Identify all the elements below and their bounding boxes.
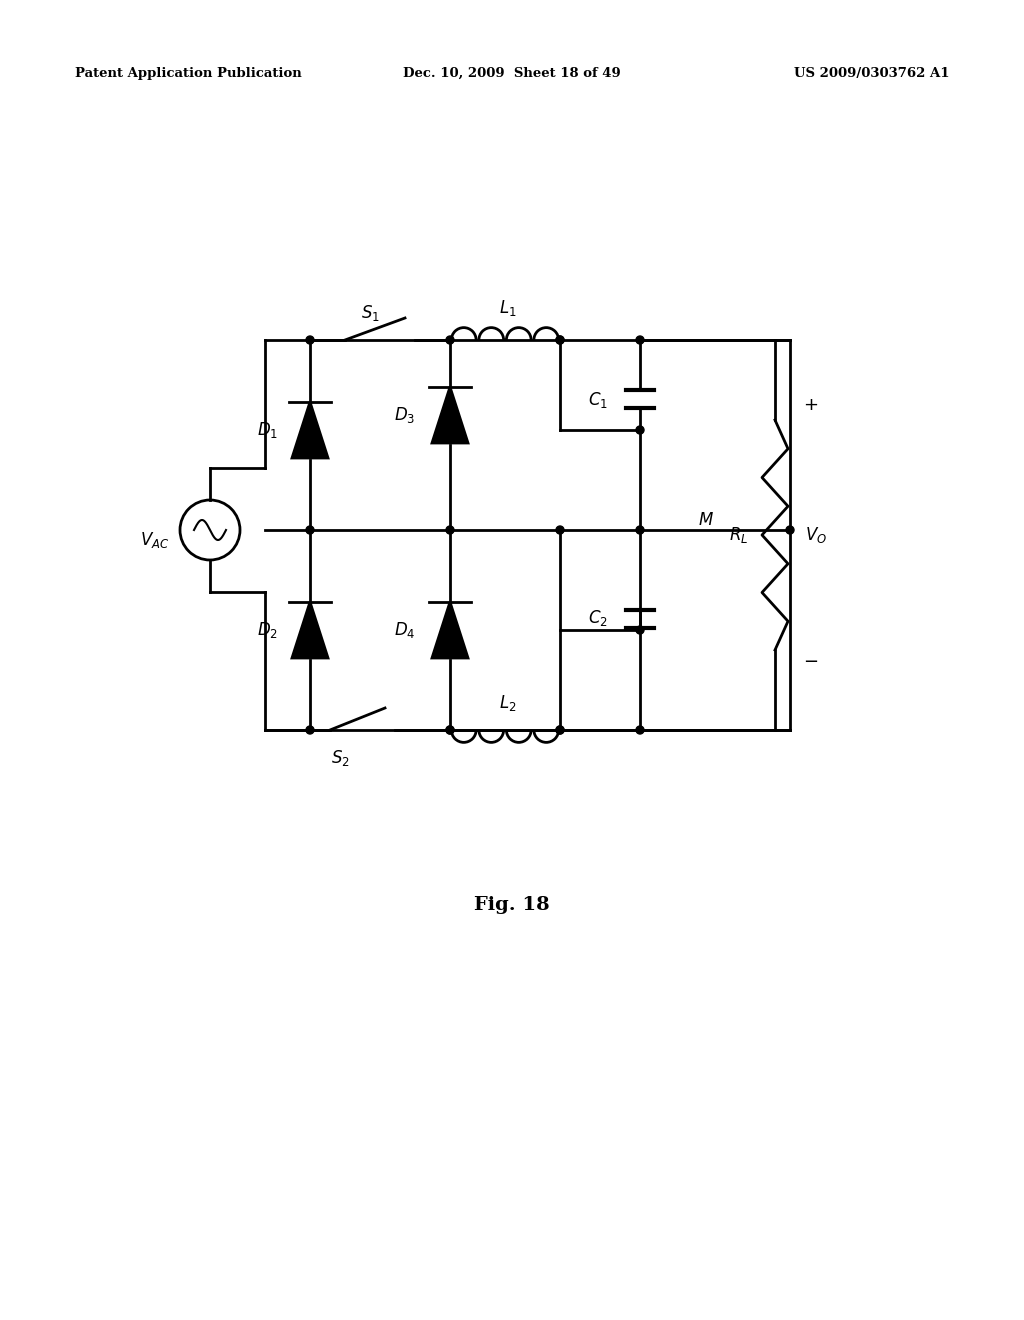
Text: $+$: $+$ — [803, 396, 818, 414]
Circle shape — [636, 525, 644, 535]
Text: $V_{AC}$: $V_{AC}$ — [140, 531, 170, 550]
Text: $D_2$: $D_2$ — [257, 620, 278, 640]
Text: $D_1$: $D_1$ — [257, 420, 278, 440]
Text: $S_2$: $S_2$ — [331, 748, 349, 768]
Text: $R_L$: $R_L$ — [729, 525, 748, 545]
Circle shape — [446, 726, 454, 734]
Polygon shape — [292, 602, 328, 657]
Circle shape — [556, 337, 564, 345]
Text: US 2009/0303762 A1: US 2009/0303762 A1 — [795, 66, 950, 79]
Circle shape — [306, 525, 314, 535]
Text: $D_4$: $D_4$ — [393, 620, 415, 640]
Circle shape — [636, 726, 644, 734]
Circle shape — [306, 337, 314, 345]
Text: $-$: $-$ — [803, 651, 818, 669]
Circle shape — [446, 726, 454, 734]
Text: $M$: $M$ — [698, 511, 714, 529]
Circle shape — [446, 525, 454, 535]
Polygon shape — [432, 387, 468, 444]
Text: Fig. 18: Fig. 18 — [474, 896, 550, 913]
Circle shape — [636, 337, 644, 345]
Text: Dec. 10, 2009  Sheet 18 of 49: Dec. 10, 2009 Sheet 18 of 49 — [403, 66, 621, 79]
Circle shape — [556, 525, 564, 535]
Polygon shape — [292, 403, 328, 458]
Text: $V_O$: $V_O$ — [805, 525, 827, 545]
Polygon shape — [432, 602, 468, 657]
Text: Patent Application Publication: Patent Application Publication — [75, 66, 302, 79]
Circle shape — [786, 525, 794, 535]
Text: $L_2$: $L_2$ — [500, 693, 517, 713]
Text: $L_1$: $L_1$ — [499, 298, 517, 318]
Text: $C_2$: $C_2$ — [588, 609, 608, 628]
Circle shape — [446, 337, 454, 345]
Circle shape — [306, 726, 314, 734]
Text: $D_3$: $D_3$ — [393, 405, 415, 425]
Circle shape — [556, 726, 564, 734]
Text: $C_1$: $C_1$ — [588, 389, 608, 411]
Circle shape — [556, 726, 564, 734]
Circle shape — [636, 426, 644, 434]
Circle shape — [636, 626, 644, 634]
Text: $S_1$: $S_1$ — [360, 304, 380, 323]
Circle shape — [556, 337, 564, 345]
